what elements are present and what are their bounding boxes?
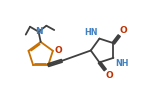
Text: O: O — [120, 26, 128, 35]
Text: NH: NH — [115, 59, 129, 68]
Text: HN: HN — [84, 28, 98, 37]
Text: N: N — [35, 27, 43, 36]
Text: O: O — [55, 46, 62, 55]
Text: O: O — [106, 70, 114, 79]
